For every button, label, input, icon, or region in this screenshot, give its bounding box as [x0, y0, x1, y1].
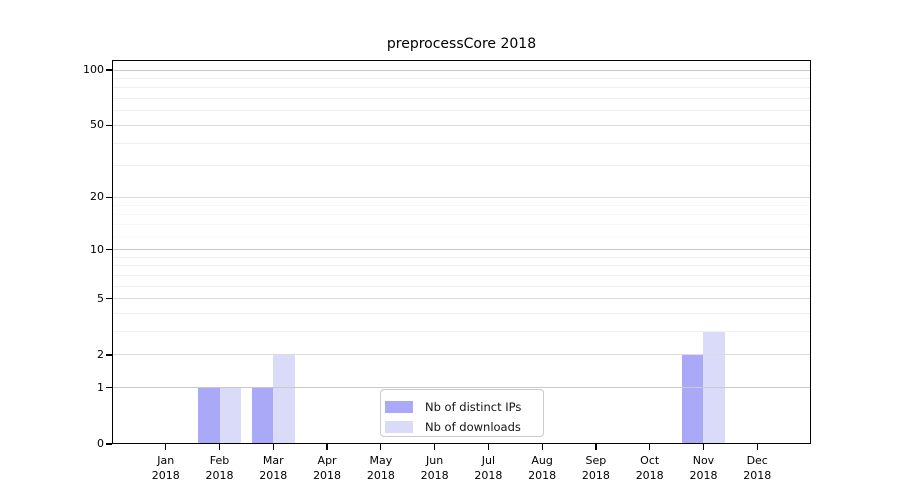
y-tick-label-5: 5 [97, 291, 104, 305]
x-tick-label-nov-2018: Nov 2018 [689, 454, 718, 482]
x-axis-tick-sep-2018 [595, 444, 597, 450]
plot-area [112, 60, 811, 444]
gridline-y-8 [112, 265, 811, 267]
x-tick-label-jul-2018: Jul 2018 [474, 454, 503, 482]
x-axis-tick-nov-2018 [702, 444, 705, 450]
y-tick-label-20: 20 [90, 190, 104, 204]
gridline-y-60 [112, 110, 811, 112]
x-axis-tick-aug-2018 [541, 444, 543, 450]
bar-nb-of-distinct-ips-mar-2018 [251, 387, 274, 444]
x-tick-label-jan-2018: Jan 2018 [151, 454, 180, 482]
x-axis-tick-oct-2018 [649, 444, 651, 450]
x-tick-label-sep-2018: Sep 2018 [581, 454, 610, 482]
y-tick-label-1: 1 [97, 380, 104, 394]
x-axis-tick-jan-2018 [165, 444, 167, 450]
gridline-y-5 [112, 298, 811, 300]
gridline-y-3 [112, 331, 811, 333]
y-axis-tick-2 [105, 354, 112, 356]
gridline-y-18 [112, 204, 811, 206]
legend-swatch-distinct-ips [385, 401, 413, 413]
x-tick-label-aug-2018: Aug 2018 [528, 454, 557, 482]
legend-entry-downloads: Nb of downloads [385, 417, 543, 437]
gridline-y-100 [112, 69, 811, 71]
gridline-y-10 [112, 249, 811, 251]
legend-swatch-downloads [385, 421, 413, 433]
y-tick-label-2: 2 [97, 347, 104, 361]
x-tick-label-oct-2018: Oct 2018 [635, 454, 664, 482]
x-axis-tick-jun-2018 [434, 444, 436, 450]
gridline-y-2 [112, 354, 811, 356]
gridline-y-50 [112, 124, 811, 126]
x-axis-tick-feb-2018 [218, 444, 221, 450]
gridline-y-12 [112, 235, 811, 237]
x-axis-tick-jul-2018 [487, 444, 489, 450]
gridline-y-16 [112, 213, 811, 215]
y-axis-tick-50 [105, 124, 112, 126]
y-axis-tick-5 [105, 298, 112, 300]
y-axis-tick-20 [105, 196, 112, 198]
gridline-y-90 [112, 77, 811, 79]
y-tick-label-100: 100 [83, 63, 104, 76]
gridline-y-7 [112, 274, 811, 276]
x-tick-label-jun-2018: Jun 2018 [420, 454, 449, 482]
bar-nb-of-distinct-ips-nov-2018 [681, 354, 704, 444]
gridline-y-6 [112, 285, 811, 287]
legend: Nb of distinct IPs Nb of downloads [380, 389, 544, 437]
x-tick-label-feb-2018: Feb 2018 [205, 454, 234, 482]
y-axis-tick-1 [105, 387, 112, 389]
x-axis-tick-apr-2018 [326, 444, 328, 450]
x-axis-tick-mar-2018 [272, 444, 274, 450]
gridline-y-40 [112, 142, 811, 144]
gridline-y-1 [112, 387, 811, 389]
gridline-y-80 [112, 87, 811, 89]
x-tick-label-may-2018: May 2018 [366, 454, 395, 482]
gridline-y-20 [112, 196, 811, 198]
bar-nb-of-downloads-mar-2018 [273, 354, 295, 444]
gridline-y-70 [112, 98, 811, 100]
chart-title: preprocessCore 2018 [386, 36, 537, 52]
x-axis-tick-may-2018 [380, 444, 382, 450]
y-tick-label-50: 50 [90, 118, 104, 132]
gridline-y-4 [112, 313, 811, 315]
y-axis-tick-0 [105, 443, 112, 445]
x-tick-label-mar-2018: Mar 2018 [259, 454, 288, 482]
x-axis-tick-dec-2018 [756, 444, 758, 450]
y-tick-label-10: 10 [90, 242, 104, 256]
x-tick-label-dec-2018: Dec 2018 [743, 454, 772, 482]
bar-nb-of-downloads-feb-2018 [219, 387, 242, 444]
bar-nb-of-distinct-ips-feb-2018 [197, 387, 220, 444]
gridline-y-14 [112, 224, 811, 226]
gridline-y-9 [112, 256, 811, 258]
legend-label-distinct-ips: Nb of distinct IPs [425, 400, 522, 414]
y-axis-tick-10 [105, 249, 112, 251]
y-axis-tick-100 [105, 69, 112, 71]
x-tick-label-apr-2018: Apr 2018 [313, 454, 342, 482]
y-tick-label-0: 0 [97, 437, 104, 450]
legend-entry-distinct-ips: Nb of distinct IPs [385, 397, 543, 417]
legend-label-downloads: Nb of downloads [425, 420, 521, 434]
gridline-y-30 [112, 165, 811, 167]
